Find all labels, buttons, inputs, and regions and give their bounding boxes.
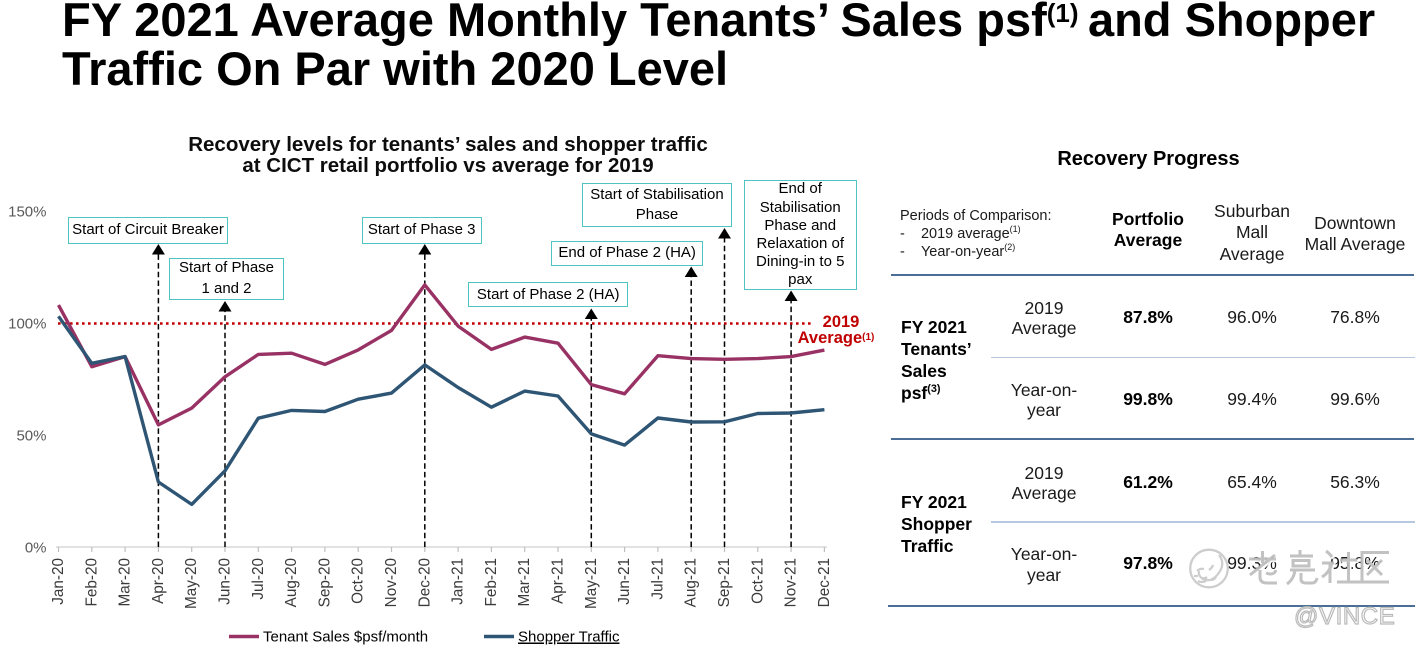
svg-text:Jul-20: Jul-20: [250, 558, 267, 600]
svg-text:Nov-20: Nov-20: [383, 558, 400, 607]
svg-text:Apr-21: Apr-21: [550, 558, 567, 604]
svg-text:May-20: May-20: [183, 558, 200, 609]
svg-text:50%: 50%: [16, 428, 46, 445]
svg-text:2019: 2019: [823, 313, 860, 331]
svg-text:Apr-20: Apr-20: [150, 558, 167, 604]
svg-text:100%: 100%: [8, 316, 46, 333]
svg-text:Aug-20: Aug-20: [283, 558, 300, 607]
svg-text:May-21: May-21: [583, 558, 600, 609]
svg-text:Feb-21: Feb-21: [483, 558, 500, 606]
svg-text:Nov-21: Nov-21: [783, 558, 800, 607]
svg-text:150%: 150%: [8, 204, 46, 221]
svg-text:Feb-20: Feb-20: [83, 558, 100, 606]
svg-text:Dec-21: Dec-21: [816, 558, 833, 607]
svg-text:0%: 0%: [25, 540, 47, 557]
svg-text:Mar-21: Mar-21: [516, 558, 533, 606]
svg-text:Average(1): Average(1): [798, 329, 875, 347]
svg-text:Oct-21: Oct-21: [749, 558, 766, 604]
svg-text:Jan-20: Jan-20: [50, 558, 67, 605]
svg-text:Jan-21: Jan-21: [450, 558, 467, 605]
svg-text:Jul-21: Jul-21: [649, 558, 666, 600]
svg-text:Dec-20: Dec-20: [416, 558, 433, 607]
svg-text:Sep-21: Sep-21: [716, 558, 733, 607]
svg-text:Sep-20: Sep-20: [316, 558, 333, 607]
svg-text:Jun-21: Jun-21: [616, 558, 633, 605]
svg-text:Tenant Sales $psf/month: Tenant Sales $psf/month: [263, 629, 428, 646]
svg-text:Shopper Traffic: Shopper Traffic: [518, 629, 620, 646]
svg-text:Oct-20: Oct-20: [350, 558, 367, 604]
svg-text:Aug-21: Aug-21: [683, 558, 700, 607]
svg-text:Jun-20: Jun-20: [217, 558, 234, 605]
svg-text:Mar-20: Mar-20: [117, 558, 134, 606]
